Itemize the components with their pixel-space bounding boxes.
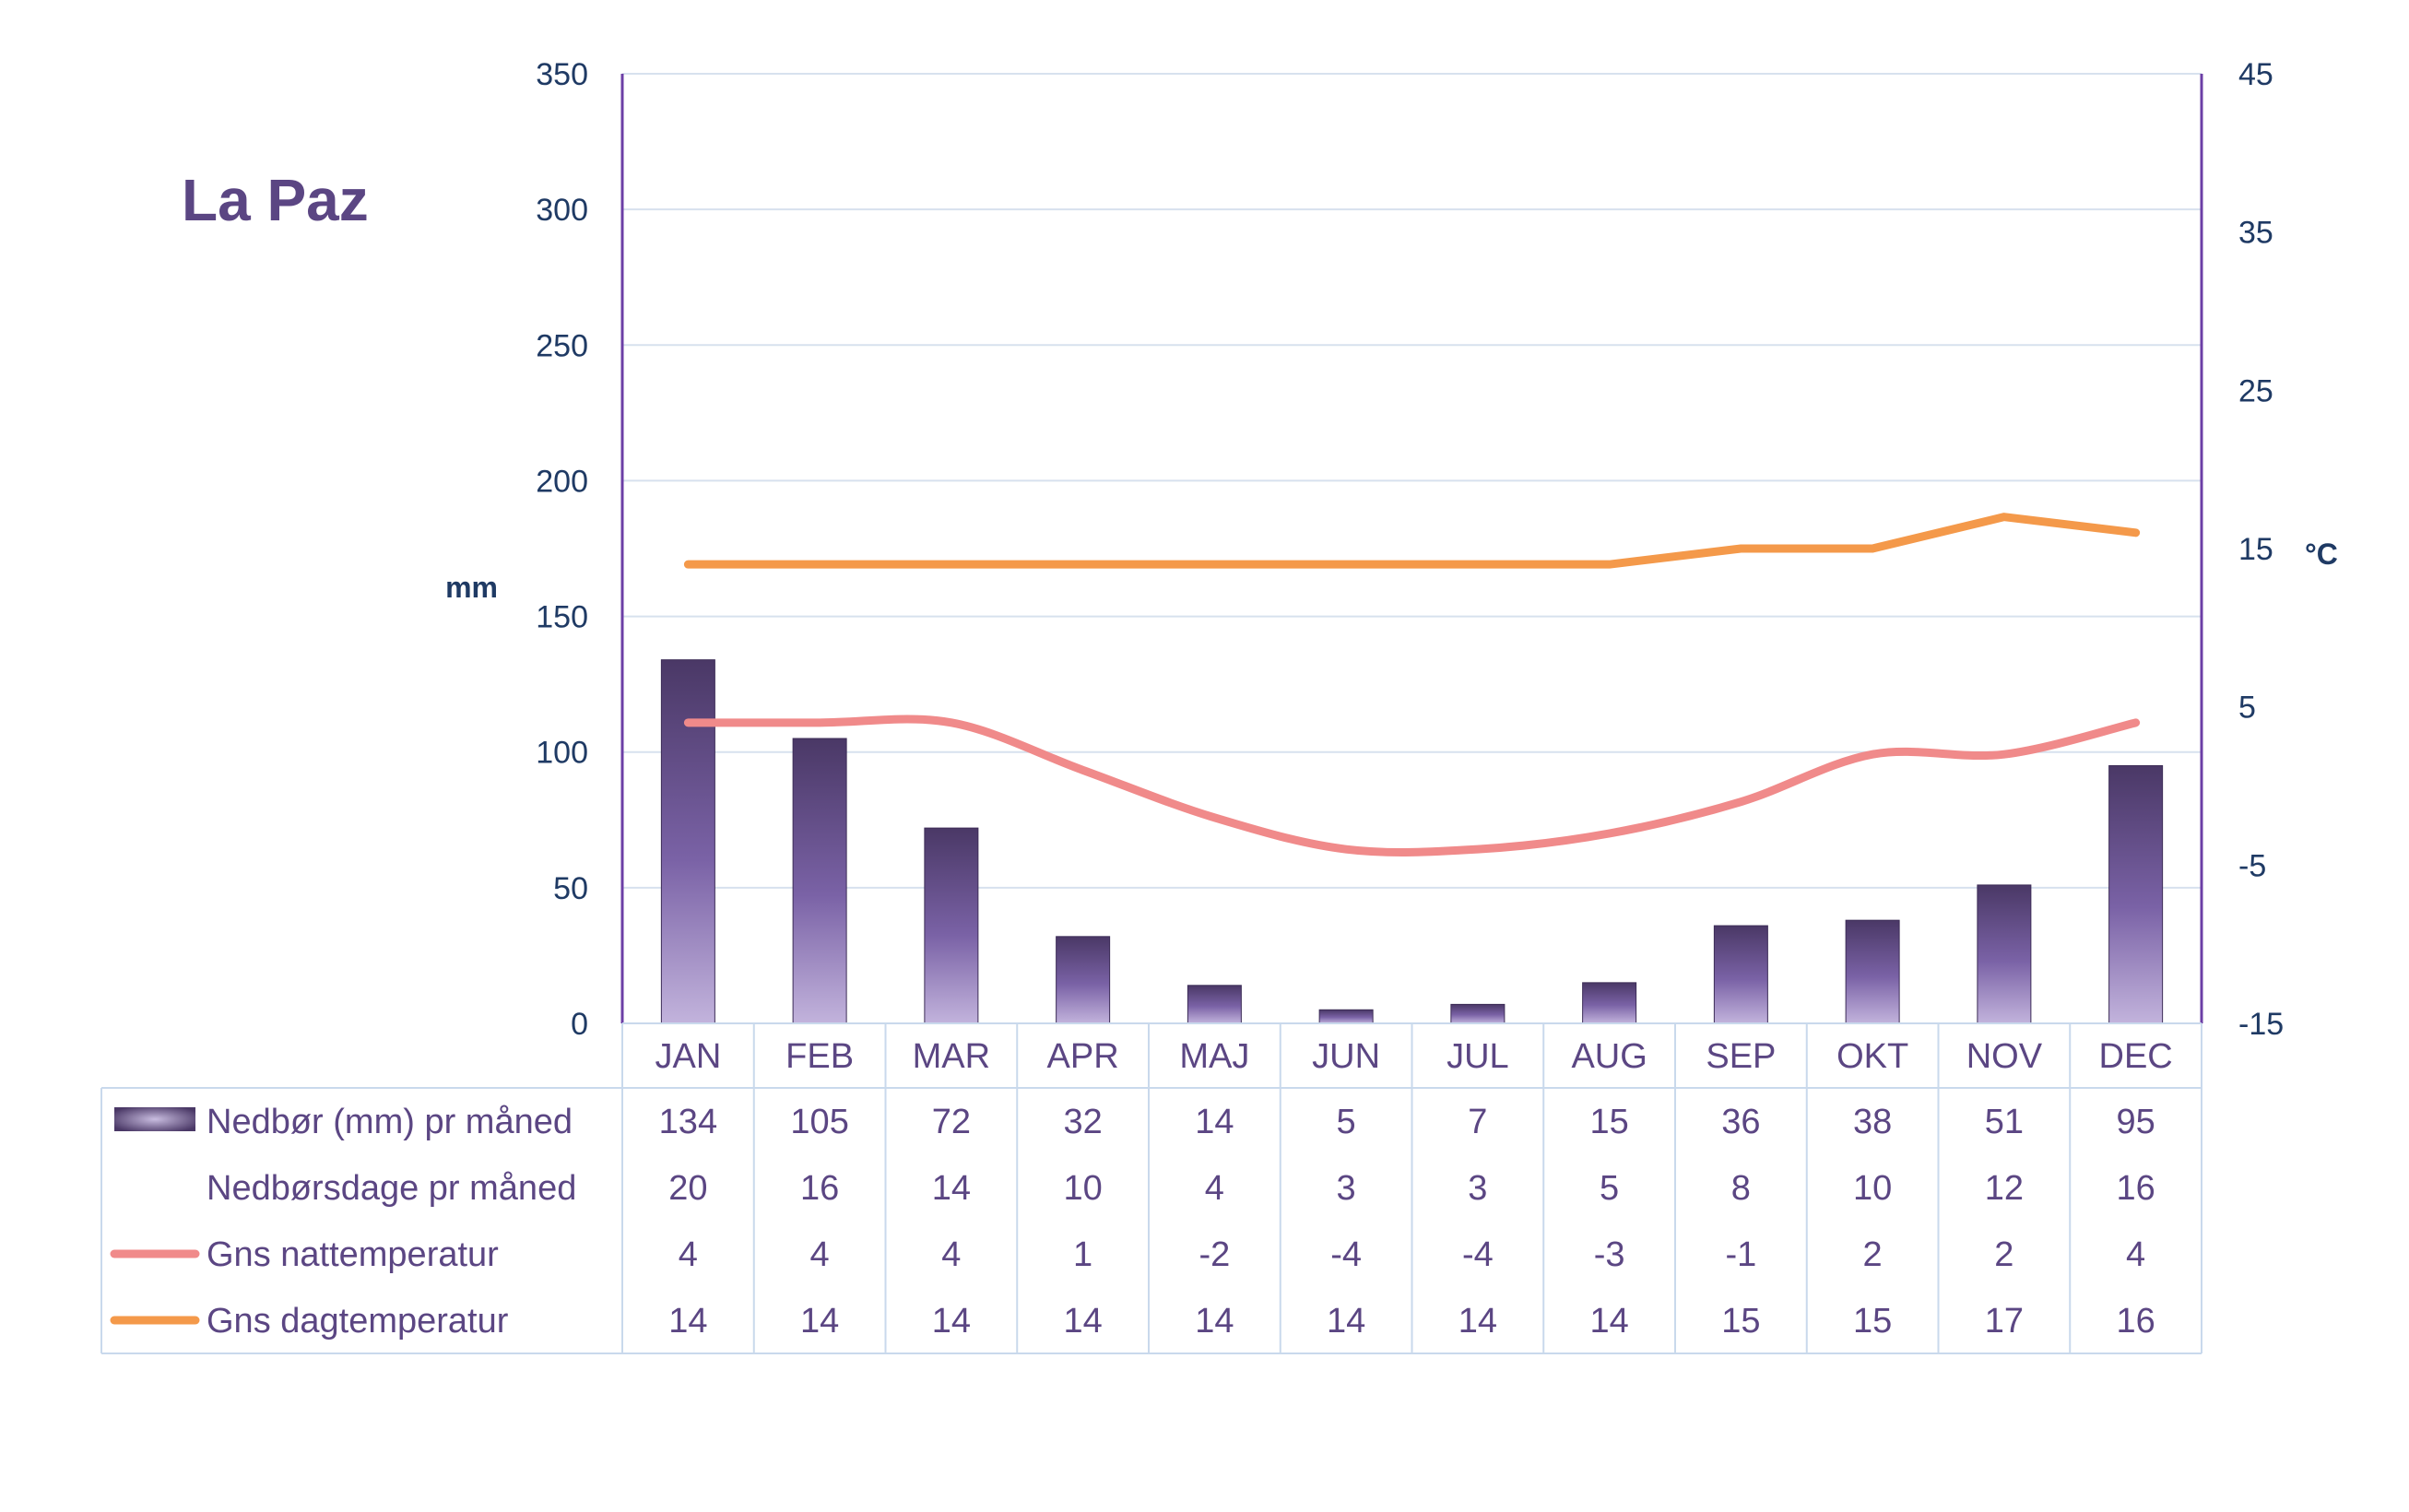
y-tick-right: 5 (2238, 691, 2256, 726)
y-tick-left: 150 (536, 600, 588, 635)
precip-bar (1187, 985, 1242, 1024)
x-tick-label: MAR (913, 1037, 990, 1076)
night-temp-line (683, 715, 2141, 856)
table-cell: 5 (1600, 1169, 1619, 1208)
y-tick-left: 200 (536, 464, 588, 499)
y-axis-label-left: mm (445, 571, 498, 604)
table-cell: -4 (1330, 1235, 1362, 1274)
y-tick-right: -5 (2238, 848, 2266, 883)
table-row-label: Gns nattemperatur (207, 1235, 499, 1274)
table-cell: 3 (1468, 1169, 1487, 1208)
table-cell: 95 (2116, 1103, 2155, 1141)
table-cell: 32 (1063, 1103, 1102, 1141)
precip-bar (1056, 936, 1111, 1024)
precip-bar (2108, 764, 2164, 1024)
table-cell: -4 (1462, 1235, 1494, 1274)
precip-bar (1977, 884, 2032, 1024)
x-tick-label: SEP (1706, 1037, 1776, 1076)
y-tick-left: 100 (536, 736, 588, 771)
x-tick-label: MAJ (1179, 1037, 1249, 1076)
table-cell: 2 (1994, 1235, 2013, 1274)
precip-bar (1318, 1009, 1374, 1024)
table-cell: 51 (1985, 1103, 2024, 1141)
x-tick-label: NOV (1966, 1037, 2043, 1076)
y-tick-right: 45 (2238, 57, 2273, 92)
y-tick-right: 25 (2238, 373, 2273, 408)
table-cell: 14 (668, 1302, 707, 1341)
y-tick-left: 300 (536, 193, 588, 228)
table-cell: 14 (1589, 1302, 1628, 1341)
y-tick-left: 250 (536, 328, 588, 363)
table-cell: 17 (1985, 1302, 2024, 1341)
table-cell: 4 (679, 1235, 698, 1274)
table-cell: 15 (1853, 1302, 1892, 1341)
table-cell: 14 (1063, 1302, 1102, 1341)
chart-title: La Paz (182, 167, 369, 233)
table-cell: 14 (1195, 1103, 1234, 1141)
y-axis-label-right: °C (2305, 537, 2338, 571)
day-temp-line (683, 513, 2141, 569)
precip-bar (660, 659, 715, 1024)
table-cell: 4 (1205, 1169, 1224, 1208)
table-cell: 14 (932, 1169, 971, 1208)
table-cell: 4 (941, 1235, 961, 1274)
table-cell: 10 (1063, 1169, 1102, 1208)
table-cell: 14 (800, 1302, 839, 1341)
table-row-label: Nedbør (mm) pr måned (207, 1103, 573, 1141)
table-cell: 20 (668, 1169, 707, 1208)
table-cell: 12 (1985, 1169, 2024, 1208)
x-tick-label: JUL (1447, 1037, 1509, 1076)
table-cell: 134 (659, 1103, 717, 1141)
table-cell: 8 (1731, 1169, 1751, 1208)
table-cell: 105 (790, 1103, 848, 1141)
table-cell: 4 (810, 1235, 830, 1274)
table-cell: 38 (1853, 1103, 1892, 1141)
precip-bar (1845, 919, 1900, 1024)
y-tick-right: 15 (2238, 532, 2273, 567)
table-cell: 1 (1073, 1235, 1092, 1274)
table-cell: 3 (1337, 1169, 1356, 1208)
table-row-label: Nedbørsdage pr måned (207, 1169, 576, 1208)
table-cell: -3 (1594, 1235, 1625, 1274)
y-tick-left: 0 (571, 1007, 588, 1042)
table-cell: 16 (800, 1169, 839, 1208)
y-tick-right: -15 (2238, 1007, 2284, 1042)
table-cell: -1 (1725, 1235, 1756, 1274)
precip-bar (1450, 1003, 1506, 1024)
table-cell: 16 (2116, 1169, 2155, 1208)
table-row-label: Gns dagtemperatur (207, 1302, 509, 1341)
y-tick-left: 350 (536, 57, 588, 92)
table-cell: 14 (1195, 1302, 1234, 1341)
table-cell: 16 (2116, 1302, 2155, 1341)
precip-bar (792, 738, 847, 1024)
table-cell: 15 (1589, 1103, 1628, 1141)
precip-bar (1582, 982, 1637, 1024)
x-tick-label: FEB (785, 1037, 854, 1076)
y-tick-left: 50 (553, 871, 588, 906)
table-cell: 2 (1863, 1235, 1883, 1274)
table-cell: 14 (1458, 1302, 1497, 1341)
table-cell: 5 (1337, 1103, 1356, 1141)
table-cell: 36 (1721, 1103, 1760, 1141)
table-cell: 14 (1327, 1302, 1365, 1341)
precip-bar (924, 827, 979, 1024)
table-cell: 14 (932, 1302, 971, 1341)
x-tick-label: AUG (1571, 1037, 1647, 1076)
x-tick-label: APR (1047, 1037, 1119, 1076)
table-cell: 15 (1721, 1302, 1760, 1341)
table-cell: 10 (1853, 1169, 1892, 1208)
x-tick-label: OKT (1836, 1037, 1908, 1076)
precip-bar (1713, 925, 1768, 1024)
x-tick-label: JAN (655, 1037, 721, 1076)
table-cell: 7 (1468, 1103, 1487, 1141)
table-cell: 72 (932, 1103, 971, 1141)
legend-key-bar (114, 1107, 195, 1131)
x-tick-label: JUN (1312, 1037, 1380, 1076)
table-cell: 4 (2126, 1235, 2145, 1274)
table-cell: -2 (1199, 1235, 1230, 1274)
y-tick-right: 35 (2238, 216, 2273, 251)
x-tick-label: DEC (2099, 1037, 2173, 1076)
